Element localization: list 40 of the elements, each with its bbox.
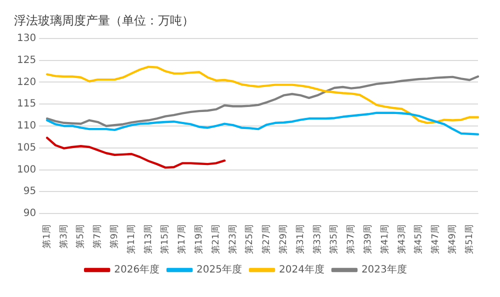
legend-label: 2024年度: [279, 264, 324, 276]
x-tick-label: 第21周: [210, 224, 222, 254]
y-tick-label: 125: [16, 54, 36, 66]
x-tick-label: 第17周: [176, 224, 188, 254]
x-tick-label: 第31周: [294, 224, 306, 254]
x-tick-label: 第41周: [379, 224, 390, 254]
x-tick-label: 第49周: [446, 224, 458, 254]
chart-title: 浮法玻璃周度产量（单位：万吨）: [14, 13, 194, 28]
y-tick-label: 100: [16, 164, 36, 176]
y-tick-label: 90: [23, 208, 36, 220]
legend-label: 2026年度: [114, 264, 160, 276]
x-tick-label: 第19周: [194, 224, 205, 254]
x-tick-label: 第1周: [41, 224, 52, 248]
legend-label: 2025年度: [196, 264, 242, 276]
y-tick-label: 95: [23, 186, 36, 198]
x-tick-label: 第37周: [346, 224, 357, 254]
x-tick-label: 第9周: [109, 224, 120, 248]
x-tick-label: 第43周: [396, 224, 408, 254]
legend-label: 2023年度: [361, 264, 407, 276]
x-tick-label: 第39周: [362, 224, 374, 254]
x-tick-label: 第15周: [160, 224, 171, 254]
x-tick-label: 第25周: [244, 224, 256, 254]
x-tick-label: 第11周: [126, 224, 137, 254]
x-tick-label: 第7周: [92, 224, 104, 248]
y-tick-label: 105: [16, 142, 36, 154]
x-tick-label: 第23周: [227, 224, 238, 254]
x-tick-label: 第45周: [413, 224, 424, 254]
y-tick-label: 115: [16, 98, 36, 110]
x-tick-label: 第47周: [430, 224, 442, 254]
y-tick-label: 130: [16, 32, 36, 44]
y-tick-label: 120: [16, 76, 36, 88]
x-tick-label: 第35周: [328, 224, 340, 254]
x-tick-label: 第33周: [312, 224, 323, 254]
x-tick-label: 第3周: [58, 224, 70, 248]
x-tick-label: 第13周: [142, 224, 154, 254]
x-tick-label: 第27周: [261, 224, 272, 254]
x-tick-label: 第5周: [75, 224, 86, 248]
x-tick-label: 第29周: [278, 224, 290, 254]
x-tick-label: 第51周: [464, 224, 475, 254]
y-tick-label: 110: [16, 120, 36, 132]
